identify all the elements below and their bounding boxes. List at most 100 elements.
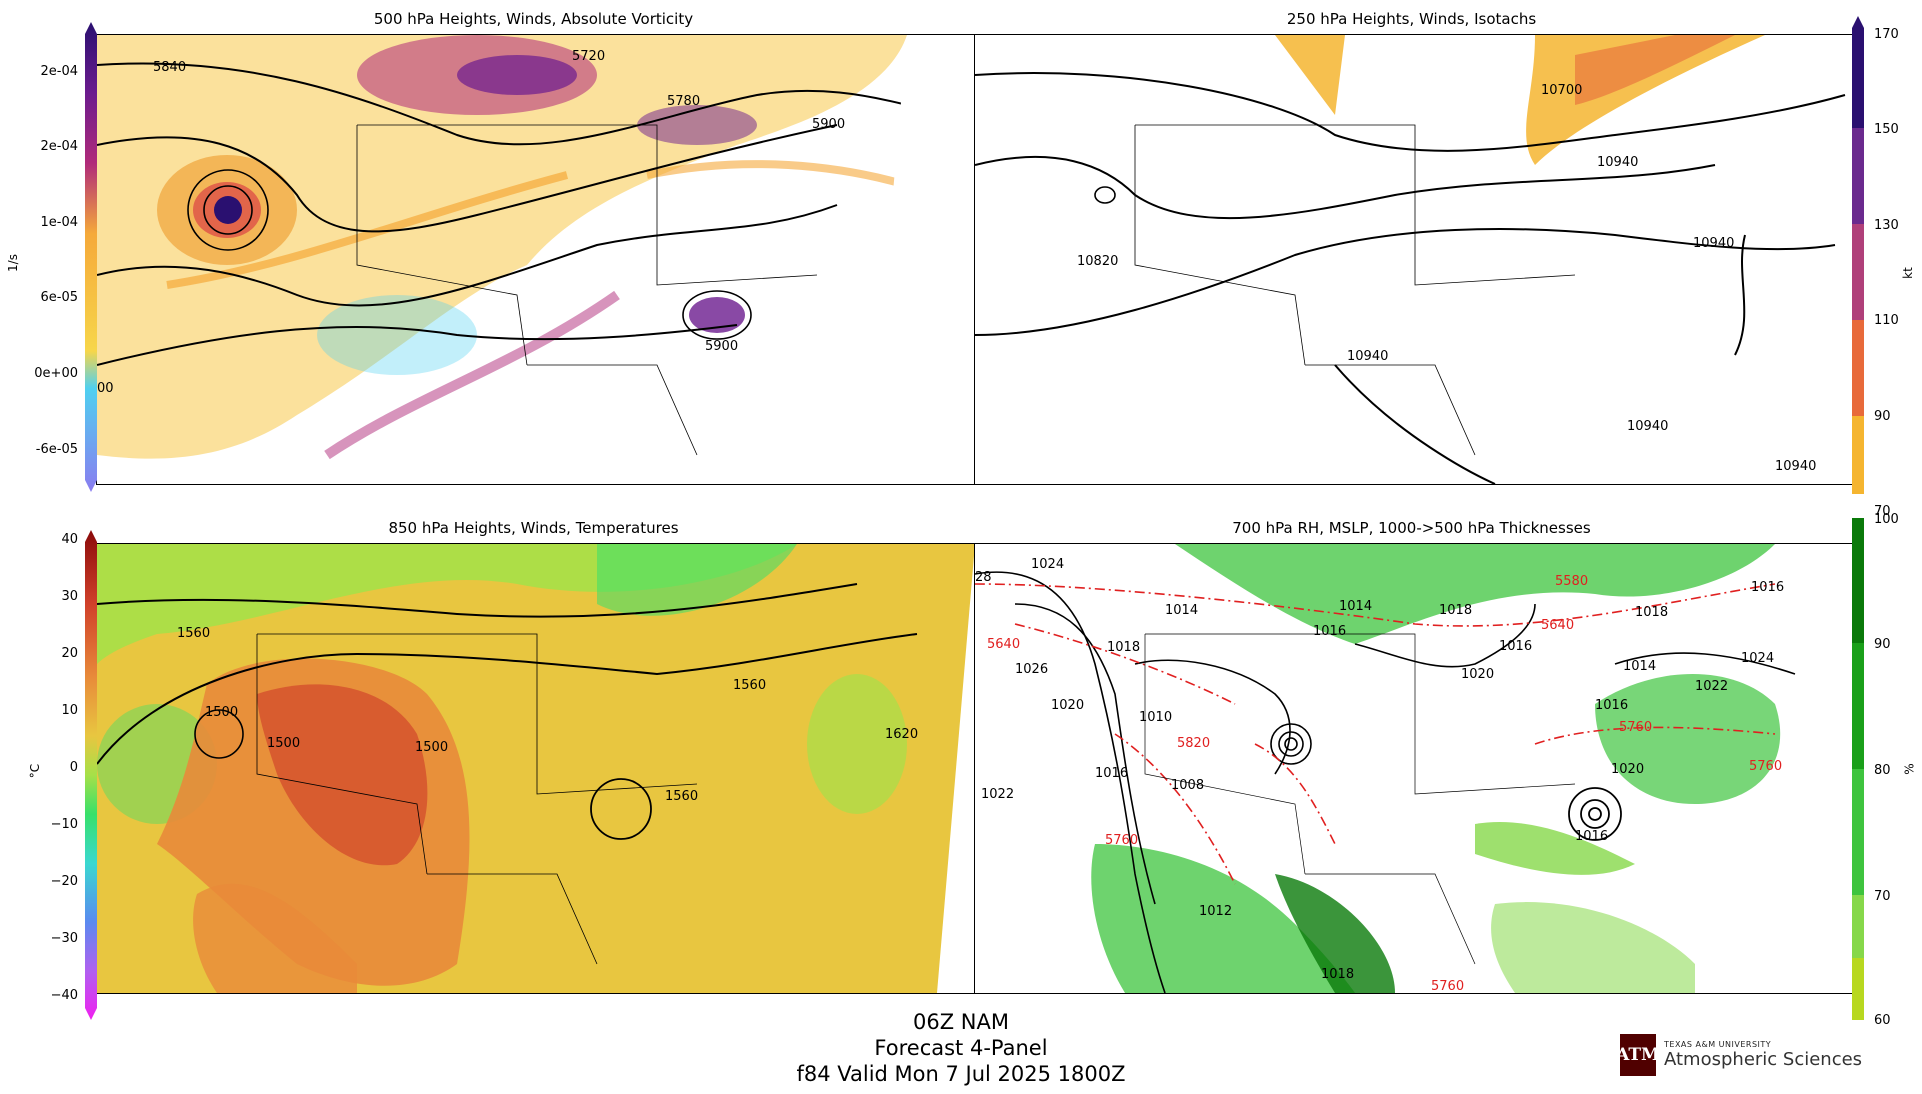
panel-250-title: 250 hPa Heights, Winds, Isotachs <box>1286 10 1537 28</box>
panel-500hpa-canvas: 5840 5720 5780 5900 5900 00 <box>97 35 975 484</box>
panel-850hpa-map: 1560 1500 1500 1500 1560 1620 1560 <box>96 543 976 994</box>
p850-contour-label: 1500 <box>267 736 300 751</box>
p850-contour-label: 1620 <box>885 727 918 742</box>
p700-pressure-label: 1014 <box>1339 599 1372 614</box>
p250-contour-label: 10940 <box>1627 419 1668 434</box>
vort-tick: 1e-04 <box>40 215 78 230</box>
p700-pressure-label: 1018 <box>1635 605 1668 620</box>
footer-valid-time: f84 Valid Mon 7 Jul 2025 1800Z <box>796 1062 1126 1086</box>
p700-pressure-label: 1018 <box>1321 967 1354 982</box>
p500-contour-label: 5840 <box>153 60 186 75</box>
p700-thickness-label: 5760 <box>1749 759 1782 774</box>
isotach-tick: 110 <box>1874 313 1899 328</box>
p700-pressure-label: 1014 <box>1165 603 1198 618</box>
temp-tick: 0 <box>69 760 78 775</box>
temp-unit: °C <box>28 763 43 779</box>
p700-pressure-label: 1016 <box>1751 580 1784 595</box>
panel-500hpa-map: 5840 5720 5780 5900 5900 00 <box>96 34 976 485</box>
temp-tick: 20 <box>61 646 78 661</box>
p700-pressure-label: 1010 <box>1139 710 1172 725</box>
panel-700hpa-map: 28 1024 1014 1018 1026 1020 1010 1016 10… <box>974 543 1854 994</box>
temp-tick: 30 <box>61 589 78 604</box>
vorticity-colorbar <box>85 22 97 492</box>
panel-700-title: 700 hPa RH, MSLP, 1000->500 hPa Thicknes… <box>1232 519 1591 537</box>
temp-tick: −10 <box>50 817 78 832</box>
panel-250hpa-map: 10700 10940 10820 10940 10940 10940 1094… <box>974 34 1854 485</box>
panel-700hpa-canvas: 28 1024 1014 1018 1026 1020 1010 1016 10… <box>975 544 1853 993</box>
rh-tick: 60 <box>1874 1013 1891 1028</box>
p700-thickness-label: 5760 <box>1619 720 1652 735</box>
temperature-colorbar <box>85 530 97 1020</box>
panel-250hpa-canvas: 10700 10940 10820 10940 10940 10940 1094… <box>975 35 1853 484</box>
isotach-unit: kt <box>1900 267 1915 279</box>
p700-pressure-label: 28 <box>975 570 992 585</box>
p500-contour-label: 5900 <box>812 117 845 132</box>
rh-tick: 80 <box>1874 763 1891 778</box>
p850-contour-label: 1500 <box>205 705 238 720</box>
logo-university: TEXAS A&M UNIVERSITY <box>1664 1040 1772 1049</box>
p500-contour-label: 5720 <box>572 49 605 64</box>
p250-contour-label: 10940 <box>1693 236 1734 251</box>
p700-pressure-label: 1008 <box>1171 778 1204 793</box>
p700-pressure-label: 1016 <box>1095 766 1128 781</box>
isotach-tick: 70 <box>1874 504 1891 519</box>
p850-contour-label: 1560 <box>733 678 766 693</box>
p700-pressure-label: 1022 <box>1695 679 1728 694</box>
p250-contour-label: 10940 <box>1347 349 1388 364</box>
temp-tick: 10 <box>61 703 78 718</box>
tamu-logo-mark: ATM <box>1616 1034 1660 1076</box>
p700-thickness-label: 5640 <box>1541 618 1574 633</box>
p250-contour-label: 10940 <box>1775 459 1816 474</box>
vort-tick: 6e-05 <box>40 290 78 305</box>
p700-pressure-label: 1012 <box>1199 904 1232 919</box>
isotach-tick: 150 <box>1874 122 1899 137</box>
p700-thickness-label: 5580 <box>1555 574 1588 589</box>
rh-unit: % <box>1902 763 1917 775</box>
rh-tick: 100 <box>1874 512 1899 527</box>
p700-pressure-label: 1024 <box>1741 651 1774 666</box>
p700-pressure-label: 1020 <box>1611 762 1644 777</box>
rh-tick: 90 <box>1874 637 1891 652</box>
p250-contour-label: 10700 <box>1541 83 1582 98</box>
p700-thickness-label: 5640 <box>987 637 1020 652</box>
p700-pressure-label: 1016 <box>1499 639 1532 654</box>
p500-contour-label: 00 <box>97 381 114 396</box>
footer-product: Forecast 4-Panel <box>874 1036 1048 1060</box>
p700-pressure-label: 1018 <box>1107 640 1140 655</box>
p850-contour-label: 1500 <box>415 740 448 755</box>
p850-contour-label: 1560 <box>177 626 210 641</box>
p700-pressure-label: 1026 <box>1015 662 1048 677</box>
p700-pressure-label: 1020 <box>1461 667 1494 682</box>
p700-thickness-label: 5760 <box>1105 833 1138 848</box>
temp-tick: −40 <box>50 988 78 1003</box>
isotach-tick: 130 <box>1874 218 1899 233</box>
p250-contour-label: 10940 <box>1597 155 1638 170</box>
temp-tick: −20 <box>50 874 78 889</box>
p700-pressure-label: 1024 <box>1031 557 1064 572</box>
p500-contour-label: 5780 <box>667 94 700 109</box>
p700-pressure-label: 1022 <box>981 787 1014 802</box>
p700-pressure-label: 1016 <box>1313 624 1346 639</box>
rh-tick: 70 <box>1874 889 1891 904</box>
p850-contour-label: 1560 <box>665 789 698 804</box>
p700-thickness-label: 5820 <box>1177 736 1210 751</box>
footer-model: 06Z NAM <box>913 1010 1009 1034</box>
p700-pressure-label: 1016 <box>1595 698 1628 713</box>
isotach-tick: 90 <box>1874 409 1891 424</box>
panel-500-title: 500 hPa Heights, Winds, Absolute Vortici… <box>373 10 694 28</box>
temp-tick: 40 <box>61 532 78 547</box>
isotach-tick: 170 <box>1874 27 1899 42</box>
p700-pressure-label: 1018 <box>1439 603 1472 618</box>
panel-850-title: 850 hPa Heights, Winds, Temperatures <box>388 519 679 537</box>
panel-850hpa-canvas: 1560 1500 1500 1500 1560 1620 1560 <box>97 544 975 993</box>
vort-tick: -6e-05 <box>35 442 78 457</box>
logo-department: Atmospheric Sciences <box>1664 1049 1863 1070</box>
vort-tick: 2e-04 <box>40 64 78 79</box>
vort-tick: 2e-04 <box>40 139 78 154</box>
isotach-colorbar <box>1852 16 1864 494</box>
tamu-atmos-logo: ATM TEXAS A&M UNIVERSITY Atmospheric Sci… <box>1616 1034 1863 1076</box>
p500-contour-label: 5900 <box>705 339 738 354</box>
rh-colorbar <box>1852 518 1864 1020</box>
p700-pressure-label: 1014 <box>1623 659 1656 674</box>
vort-tick: 0e+00 <box>34 366 78 381</box>
